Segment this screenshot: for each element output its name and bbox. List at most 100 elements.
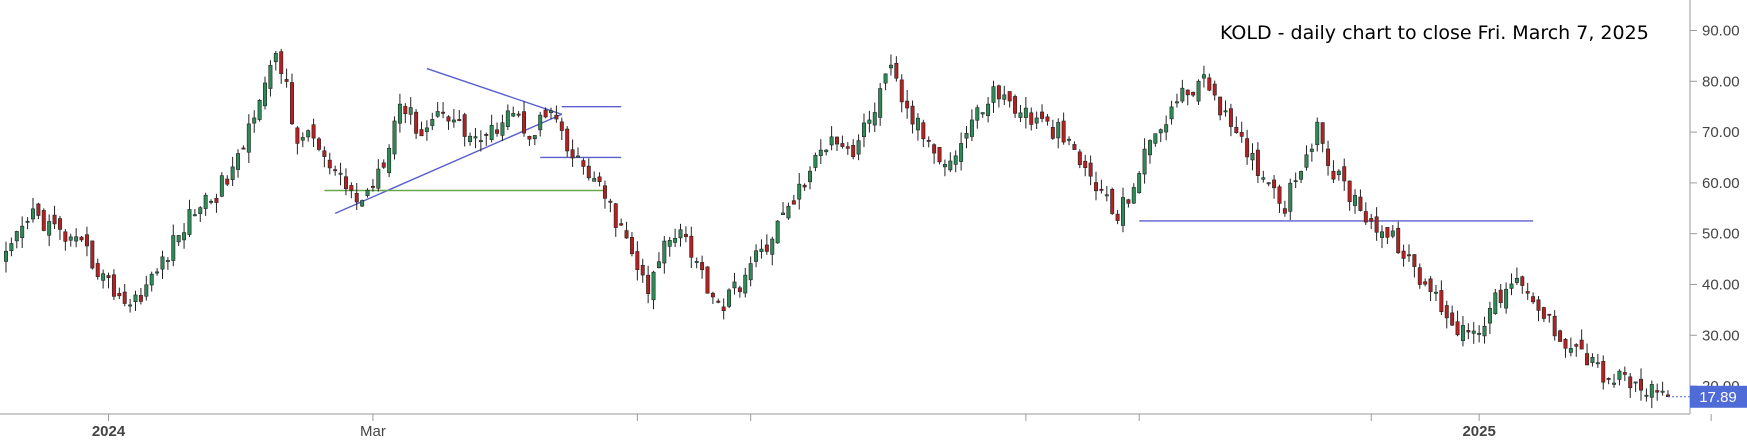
candle	[1471, 322, 1476, 344]
candle	[236, 149, 241, 178]
candle	[1655, 383, 1660, 401]
candle-body	[1655, 390, 1660, 393]
candle-body	[1407, 254, 1411, 257]
candle-body	[1493, 292, 1498, 314]
candle	[565, 126, 570, 157]
candle-body	[1018, 112, 1023, 118]
candle-body	[1558, 330, 1563, 342]
candle	[1568, 337, 1573, 357]
candle	[862, 113, 866, 148]
y-tick-label: 70.00	[1702, 124, 1740, 141]
candle-body	[1201, 74, 1206, 79]
candle-body	[203, 195, 208, 209]
candle	[1023, 97, 1028, 129]
candle-body	[117, 293, 122, 297]
candle	[430, 112, 435, 131]
candle-body	[1390, 230, 1395, 237]
candle	[1061, 112, 1066, 145]
candle	[1072, 141, 1077, 150]
candle-body	[1126, 199, 1131, 204]
candle-body	[1514, 278, 1519, 283]
candle	[516, 111, 521, 118]
candle	[835, 136, 839, 152]
candle-body	[1288, 182, 1293, 212]
candle-body	[1617, 370, 1622, 380]
candle-body	[840, 143, 845, 147]
candle-body	[495, 129, 500, 134]
candle	[209, 199, 214, 205]
candle-body	[322, 150, 327, 157]
candle-body	[1369, 218, 1374, 222]
candle-body	[31, 208, 35, 220]
candle	[1541, 306, 1546, 323]
candle-body	[268, 65, 273, 89]
candle	[79, 235, 84, 243]
candle-body	[387, 147, 392, 173]
candle-body	[629, 237, 634, 255]
candle	[90, 240, 95, 270]
candle	[705, 266, 710, 294]
candle-body	[1574, 344, 1579, 347]
candle-body	[1601, 361, 1606, 383]
candle-body	[921, 122, 926, 140]
candle-body	[559, 121, 564, 131]
candle-body	[1509, 283, 1514, 289]
candle-body	[1595, 362, 1600, 365]
candle	[1250, 143, 1255, 171]
candle-body	[727, 289, 732, 307]
candle	[1174, 93, 1179, 108]
candle-body	[1083, 160, 1088, 168]
candle	[559, 117, 564, 141]
candle	[495, 122, 500, 137]
candle	[1417, 263, 1422, 289]
candle	[1218, 96, 1223, 121]
candle-body	[926, 139, 931, 142]
candle-body	[489, 124, 494, 140]
candle-body	[1185, 89, 1190, 96]
candle-body	[764, 244, 769, 252]
candle	[667, 236, 672, 257]
candle-body	[1428, 278, 1433, 292]
candle	[1347, 180, 1352, 211]
candle	[1007, 91, 1012, 108]
candle	[1207, 73, 1212, 92]
candle	[25, 217, 30, 230]
candle	[1331, 160, 1336, 183]
y-tick-label: 40.00	[1702, 276, 1740, 293]
candle-body	[295, 127, 300, 144]
candle-body	[959, 143, 964, 162]
candle-body	[538, 114, 543, 131]
candle-body	[1320, 122, 1325, 144]
candle	[1617, 369, 1622, 386]
candle-body	[246, 123, 251, 153]
candle	[1142, 138, 1147, 184]
candle	[781, 202, 786, 216]
candle-body	[1045, 116, 1050, 122]
candle	[4, 241, 8, 273]
candle-body	[899, 79, 904, 103]
candle	[867, 110, 872, 133]
last-price-label: 17.89	[1699, 389, 1737, 406]
candle-body	[986, 103, 991, 117]
candle	[1180, 79, 1185, 104]
candle-body	[1585, 353, 1590, 366]
candle	[225, 175, 230, 187]
candle	[198, 206, 203, 222]
candle	[1158, 128, 1163, 143]
candle	[683, 226, 688, 243]
candle-body	[975, 107, 980, 121]
candle-body	[252, 117, 257, 124]
candle-body	[549, 110, 553, 114]
candle	[1326, 140, 1331, 176]
candle	[122, 283, 127, 307]
candle	[57, 215, 62, 240]
candle-body	[1504, 288, 1509, 309]
y-tick-label: 50.00	[1702, 226, 1740, 243]
candle-body	[500, 122, 505, 136]
candle	[128, 298, 133, 313]
candle	[770, 236, 775, 266]
candle	[910, 100, 915, 134]
candle	[1644, 388, 1649, 402]
candle	[791, 194, 796, 205]
candle	[996, 84, 1001, 108]
